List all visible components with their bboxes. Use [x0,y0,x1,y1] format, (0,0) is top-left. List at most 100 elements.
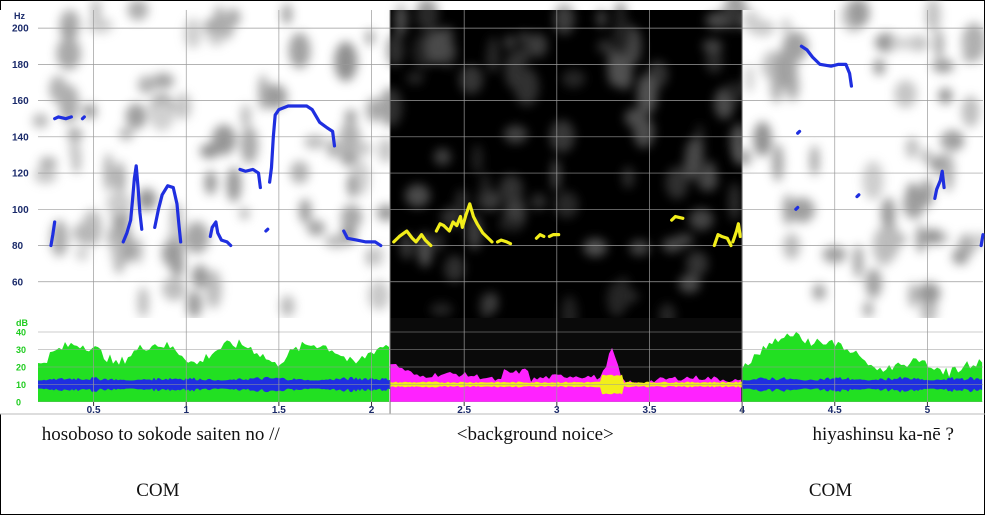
spectrogram-blob [908,282,919,308]
pitch-contour-19 [796,129,802,135]
spectrogram-texture-2 [733,0,985,325]
pitch-contour-16 [712,233,733,248]
spectrogram-blob [119,127,134,141]
annotation-text: <background noice> [456,424,614,445]
spectrogram-blob [459,65,483,95]
spectrogram-blob [780,18,792,34]
spectrogram-blob [205,269,222,309]
spectrogram-blob [39,156,58,170]
pitch-contour-12 [495,238,513,246]
spectrogram-blob [865,268,882,299]
spectrogram-blob [476,191,485,210]
spectrogram-blob [863,301,874,318]
pitch-contour-7 [264,227,270,233]
spectrogram-blob [846,0,870,28]
x-tick-label: 1.5 [272,405,286,416]
spectrogram-blob [222,13,234,39]
pitch-contour-8 [268,104,337,184]
db-tick-label: 40 [16,328,26,338]
spectrogram-blob [114,161,126,196]
spectrogram-blob [394,2,408,36]
spectrogram-blob [561,69,586,88]
spectrogram-blob [137,188,157,211]
spectrogram-blob [583,238,608,257]
spectrogram-blob [125,103,147,130]
spectrogram-blob [772,49,798,89]
spectrogram-blob [527,33,548,58]
x-tick-label: 1 [183,405,189,416]
db-unit-label: dB [16,318,28,328]
pitch-contour-15 [670,214,685,222]
spectrogram-blob [240,126,259,165]
spectrogram-blob [890,37,914,50]
pitch-contour-13 [534,233,546,240]
spectrogram-blob [662,237,683,253]
spectrogram-blob [340,204,363,230]
spectrogram-blob [161,239,185,268]
pitch-contour-5 [208,220,233,248]
x-tick-label: 3 [554,405,560,416]
spectrogram-blob [873,58,886,76]
spectrogram-blob [905,137,919,159]
spectrogram-blob [617,57,633,91]
spectrogram-blob [624,108,646,128]
pitch-contour-17 [731,222,742,244]
spectrogram-blob [299,198,312,224]
spectrogram-blob [211,124,237,156]
spectrogram-blob [503,125,528,144]
x-tick-label: 3.5 [643,405,657,416]
hz-tick-label: 120 [12,169,29,180]
spectrogram-blob [881,197,896,230]
spectrogram-blob [721,2,739,22]
spectrogram-blob [783,233,801,260]
pitch-contour-22 [933,169,946,201]
db-tick-label: 20 [16,363,26,373]
spectrogram-blob [32,113,49,129]
spectrogram-blob [150,102,174,132]
spectrogram-blob [162,277,186,301]
pitch-contour-6 [238,167,262,190]
db-tick-label: 30 [16,345,26,355]
hz-tick-label: 140 [12,132,29,143]
spectrogram-blob [69,138,79,162]
spectrogram-blob [258,74,268,111]
spectrogram-blob [281,3,293,25]
spectrogram-blob [728,182,741,222]
spectrogram-blob [365,97,383,123]
spectrogram-blob [961,22,985,63]
spectrogram-blob [137,75,156,94]
annotation-text: COM [136,480,180,501]
spectrogram-blob [433,148,452,166]
pitch-contour-3 [121,164,144,244]
spectrogram-blob [324,235,349,248]
spectrogram-blob [551,158,561,192]
hz-tick-label: 200 [12,24,29,35]
spectrogram-blob [621,166,635,189]
spectrogram-blob [288,32,311,69]
spectrogram-blob [753,121,772,157]
spectrogram-blob [137,286,149,318]
spectrogram-blob [946,134,955,152]
spectrogram-blob [33,167,57,184]
hz-unit-label: Hz [14,11,25,21]
spectrogram-blob [862,160,884,201]
spectrogram-blob [917,282,941,305]
spectrogram-blob [213,5,225,37]
spectrogram-blob [405,184,431,208]
annotation-text: hosoboso to sokode saiten no // [41,424,280,445]
spectrogram-blob [504,51,522,90]
spectrogram-blob [60,24,74,38]
spectrogram-blob [894,80,917,108]
pitch-contour-14 [547,233,561,239]
spectrogram-blob [678,274,701,294]
spectrogram-blob [365,29,375,46]
axis-strip [0,10,38,414]
spectrogram-blob [379,87,403,128]
spectrogram-texture-1 [379,0,749,334]
spectrogram-blob [191,264,209,289]
spectrogram-blob [204,170,217,195]
spectrogram-blob [596,8,607,29]
pitch-contour-23 [979,233,985,248]
pitch-contour-10 [392,229,433,248]
spectrogram-blob [703,160,717,190]
